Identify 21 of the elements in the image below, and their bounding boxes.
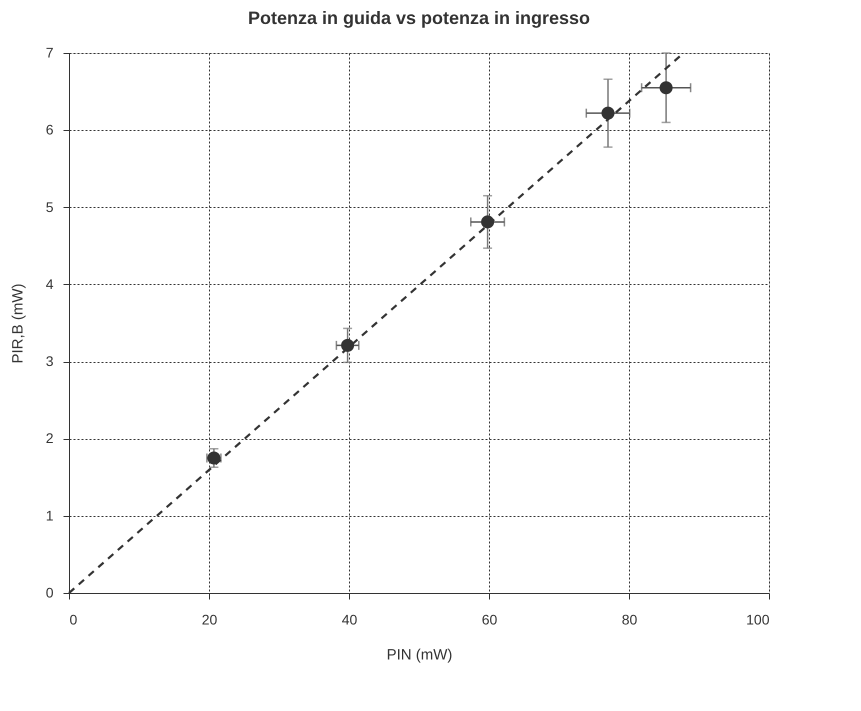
y-tick-label: 4 xyxy=(46,276,54,292)
y-tick-label: 3 xyxy=(46,353,54,370)
x-tick-label: 100 xyxy=(746,612,770,628)
y-tick-label: 1 xyxy=(46,507,54,524)
x-tick-label: 80 xyxy=(622,612,638,628)
y-tick-label: 6 xyxy=(46,122,54,138)
y-tick-label: 7 xyxy=(46,44,54,60)
point xyxy=(660,81,673,94)
x-tick-label: 20 xyxy=(202,612,218,628)
y-tick-label: 0 xyxy=(46,584,54,600)
chart-title: Potenza in guida vs potenza in ingresso xyxy=(248,8,590,28)
x-tick-label: 0 xyxy=(70,612,78,628)
y-axis-title: PIR,B (mW) xyxy=(10,284,27,364)
y-tick-label: 5 xyxy=(46,198,54,215)
y-tick-label: 2 xyxy=(46,430,54,446)
x-axis-title: PIN (mW) xyxy=(386,646,452,664)
point xyxy=(207,451,220,465)
x-tick-label: 40 xyxy=(342,612,358,628)
point xyxy=(601,106,615,120)
x-tick-label: 60 xyxy=(482,612,498,628)
point xyxy=(481,215,494,228)
